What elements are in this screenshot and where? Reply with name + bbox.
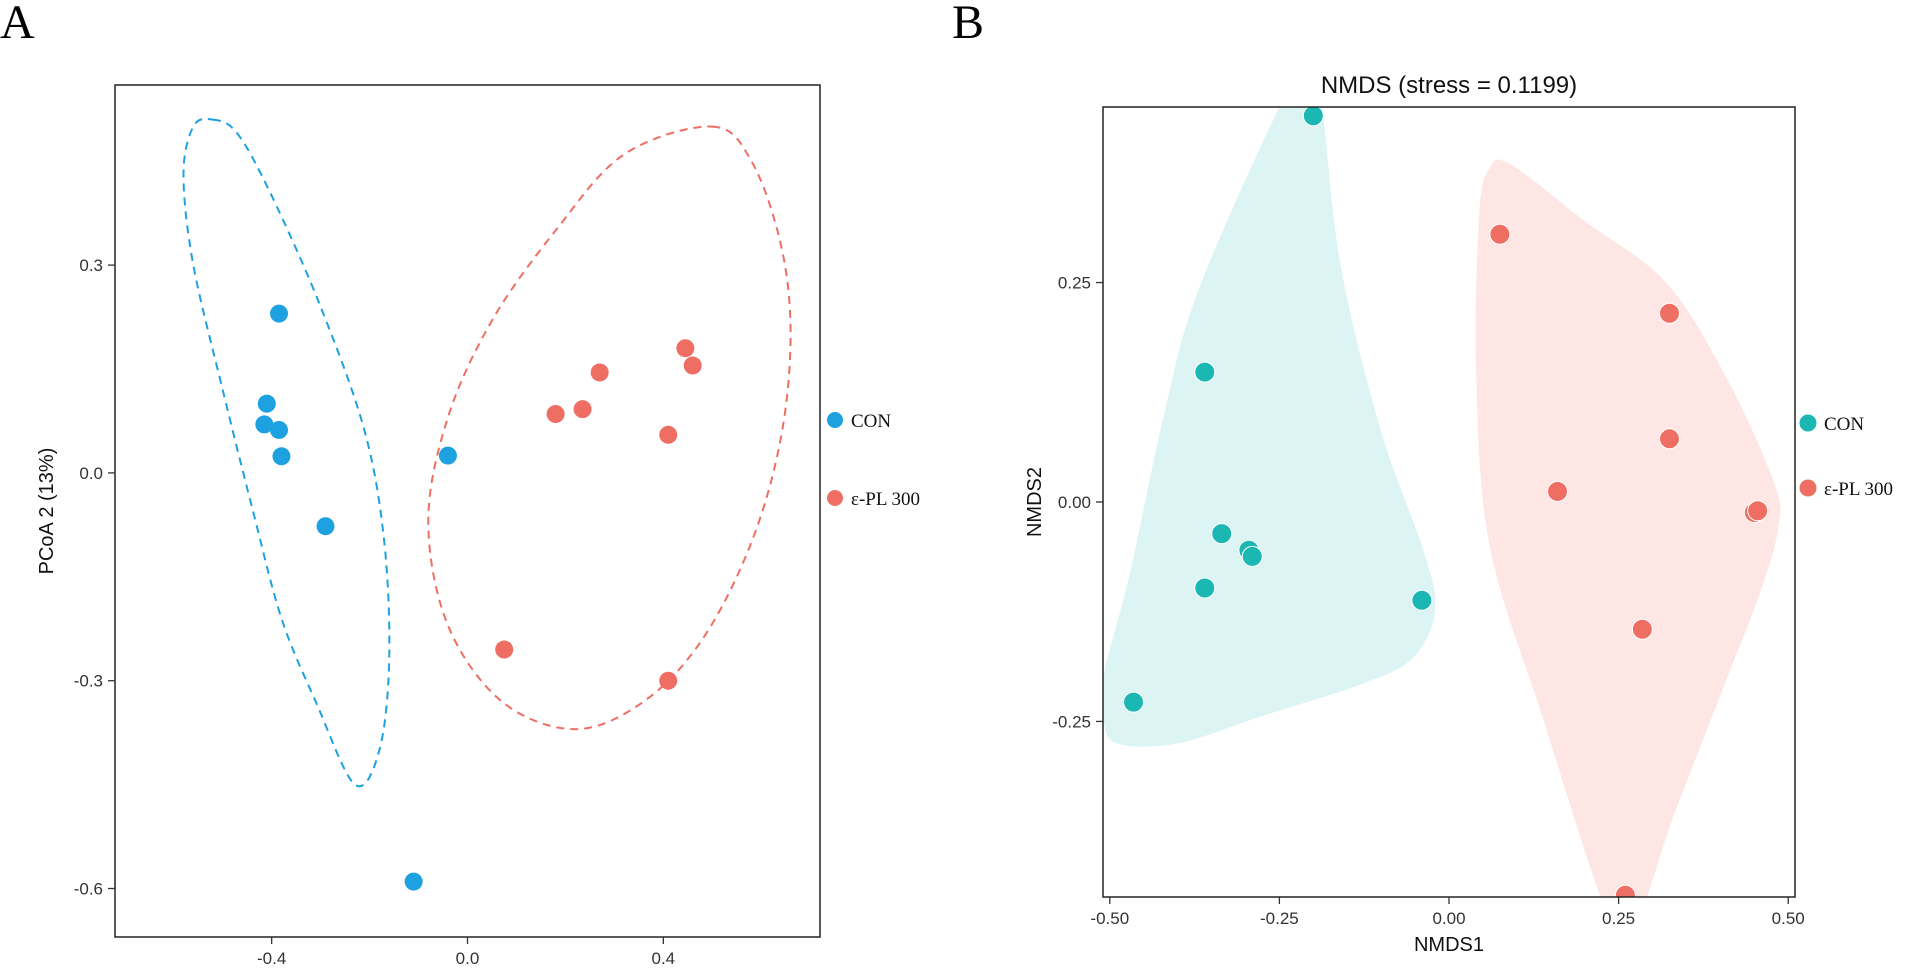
legend-label-1: ε-PL 300 — [1824, 479, 1893, 500]
x-tick-label: 0.0 — [456, 949, 480, 968]
data-point-series-0 — [404, 872, 423, 891]
data-point-series-1 — [1547, 480, 1569, 502]
data-point-series-1 — [1658, 302, 1680, 324]
data-point-series-0 — [1211, 523, 1233, 545]
data-point-series-1 — [676, 339, 695, 358]
confidence-ellipse-0 — [182, 117, 391, 788]
legend-marker-1 — [827, 490, 843, 506]
x-axis-label: NMDS1 — [1414, 934, 1484, 956]
data-point-series-1 — [1747, 500, 1769, 522]
plot-area — [1103, 107, 1781, 897]
data-point-series-0 — [1302, 107, 1324, 127]
chart-title: NMDS (stress = 0.1199) — [1321, 72, 1577, 99]
y-tick-label: 0.3 — [79, 256, 103, 275]
legend-label-0: CON — [1824, 414, 1864, 435]
x-tick-label: -0.50 — [1090, 909, 1129, 928]
legend-marker-1 — [1798, 478, 1818, 498]
data-point-series-0 — [1194, 361, 1216, 383]
data-point-series-1 — [1658, 428, 1680, 450]
data-point-series-0 — [1241, 545, 1263, 567]
legend-label-1: ε-PL 300 — [851, 489, 920, 510]
legend-label-0: CON — [851, 411, 891, 432]
x-tick-label: 0.00 — [1432, 909, 1465, 928]
data-point-series-1 — [659, 425, 678, 444]
legend-marker-0 — [1798, 413, 1818, 433]
data-point-series-0 — [255, 415, 274, 434]
data-point-series-0 — [272, 447, 291, 466]
confidence-ellipse-1 — [427, 125, 792, 731]
group-hull-1 — [1475, 159, 1781, 897]
data-point-series-0 — [316, 517, 335, 536]
data-point-series-1 — [683, 356, 702, 375]
y-tick-label: -0.25 — [1052, 712, 1091, 731]
y-tick-label: -0.3 — [74, 672, 103, 691]
data-point-series-1 — [1489, 223, 1511, 245]
data-point-series-1 — [659, 671, 678, 690]
y-tick-label: 0.0 — [79, 464, 103, 483]
data-point-series-0 — [257, 394, 276, 413]
data-point-series-1 — [495, 640, 514, 659]
data-point-series-0 — [270, 420, 289, 439]
data-point-series-0 — [1123, 691, 1145, 713]
data-point-series-0 — [438, 446, 457, 465]
x-tick-label: 0.25 — [1602, 909, 1635, 928]
panel-letter: A — [0, 0, 35, 49]
data-point-series-1 — [546, 405, 565, 424]
group-hull-0 — [1103, 107, 1436, 747]
data-point-series-1 — [590, 363, 609, 382]
plot-frame — [114, 84, 821, 938]
data-point-series-1 — [1614, 884, 1636, 897]
data-point-series-0 — [1411, 589, 1433, 611]
y-tick-label: -0.6 — [74, 880, 103, 899]
y-axis-label: PCoA 2 (13%) — [36, 448, 58, 575]
x-tick-label: 0.4 — [652, 949, 676, 968]
data-point-series-1 — [1631, 618, 1653, 640]
data-point-series-0 — [270, 304, 289, 323]
legend-marker-0 — [827, 412, 843, 428]
y-axis-label: NMDS2 — [1024, 467, 1046, 537]
x-tick-label: -0.25 — [1260, 909, 1299, 928]
y-tick-label: 0.00 — [1058, 493, 1091, 512]
y-tick-label: 0.25 — [1058, 274, 1091, 293]
data-point-series-0 — [1194, 577, 1216, 599]
panel-letter: B — [952, 0, 984, 49]
plot-area — [182, 117, 792, 891]
x-tick-label: 0.50 — [1772, 909, 1805, 928]
x-tick-label: -0.4 — [257, 949, 286, 968]
data-point-series-1 — [573, 400, 592, 419]
chart-panel-B: B NMDS (stress = 0.1199) -0.50 -0.25 0.00 0.2… — [952, 0, 1893, 956]
